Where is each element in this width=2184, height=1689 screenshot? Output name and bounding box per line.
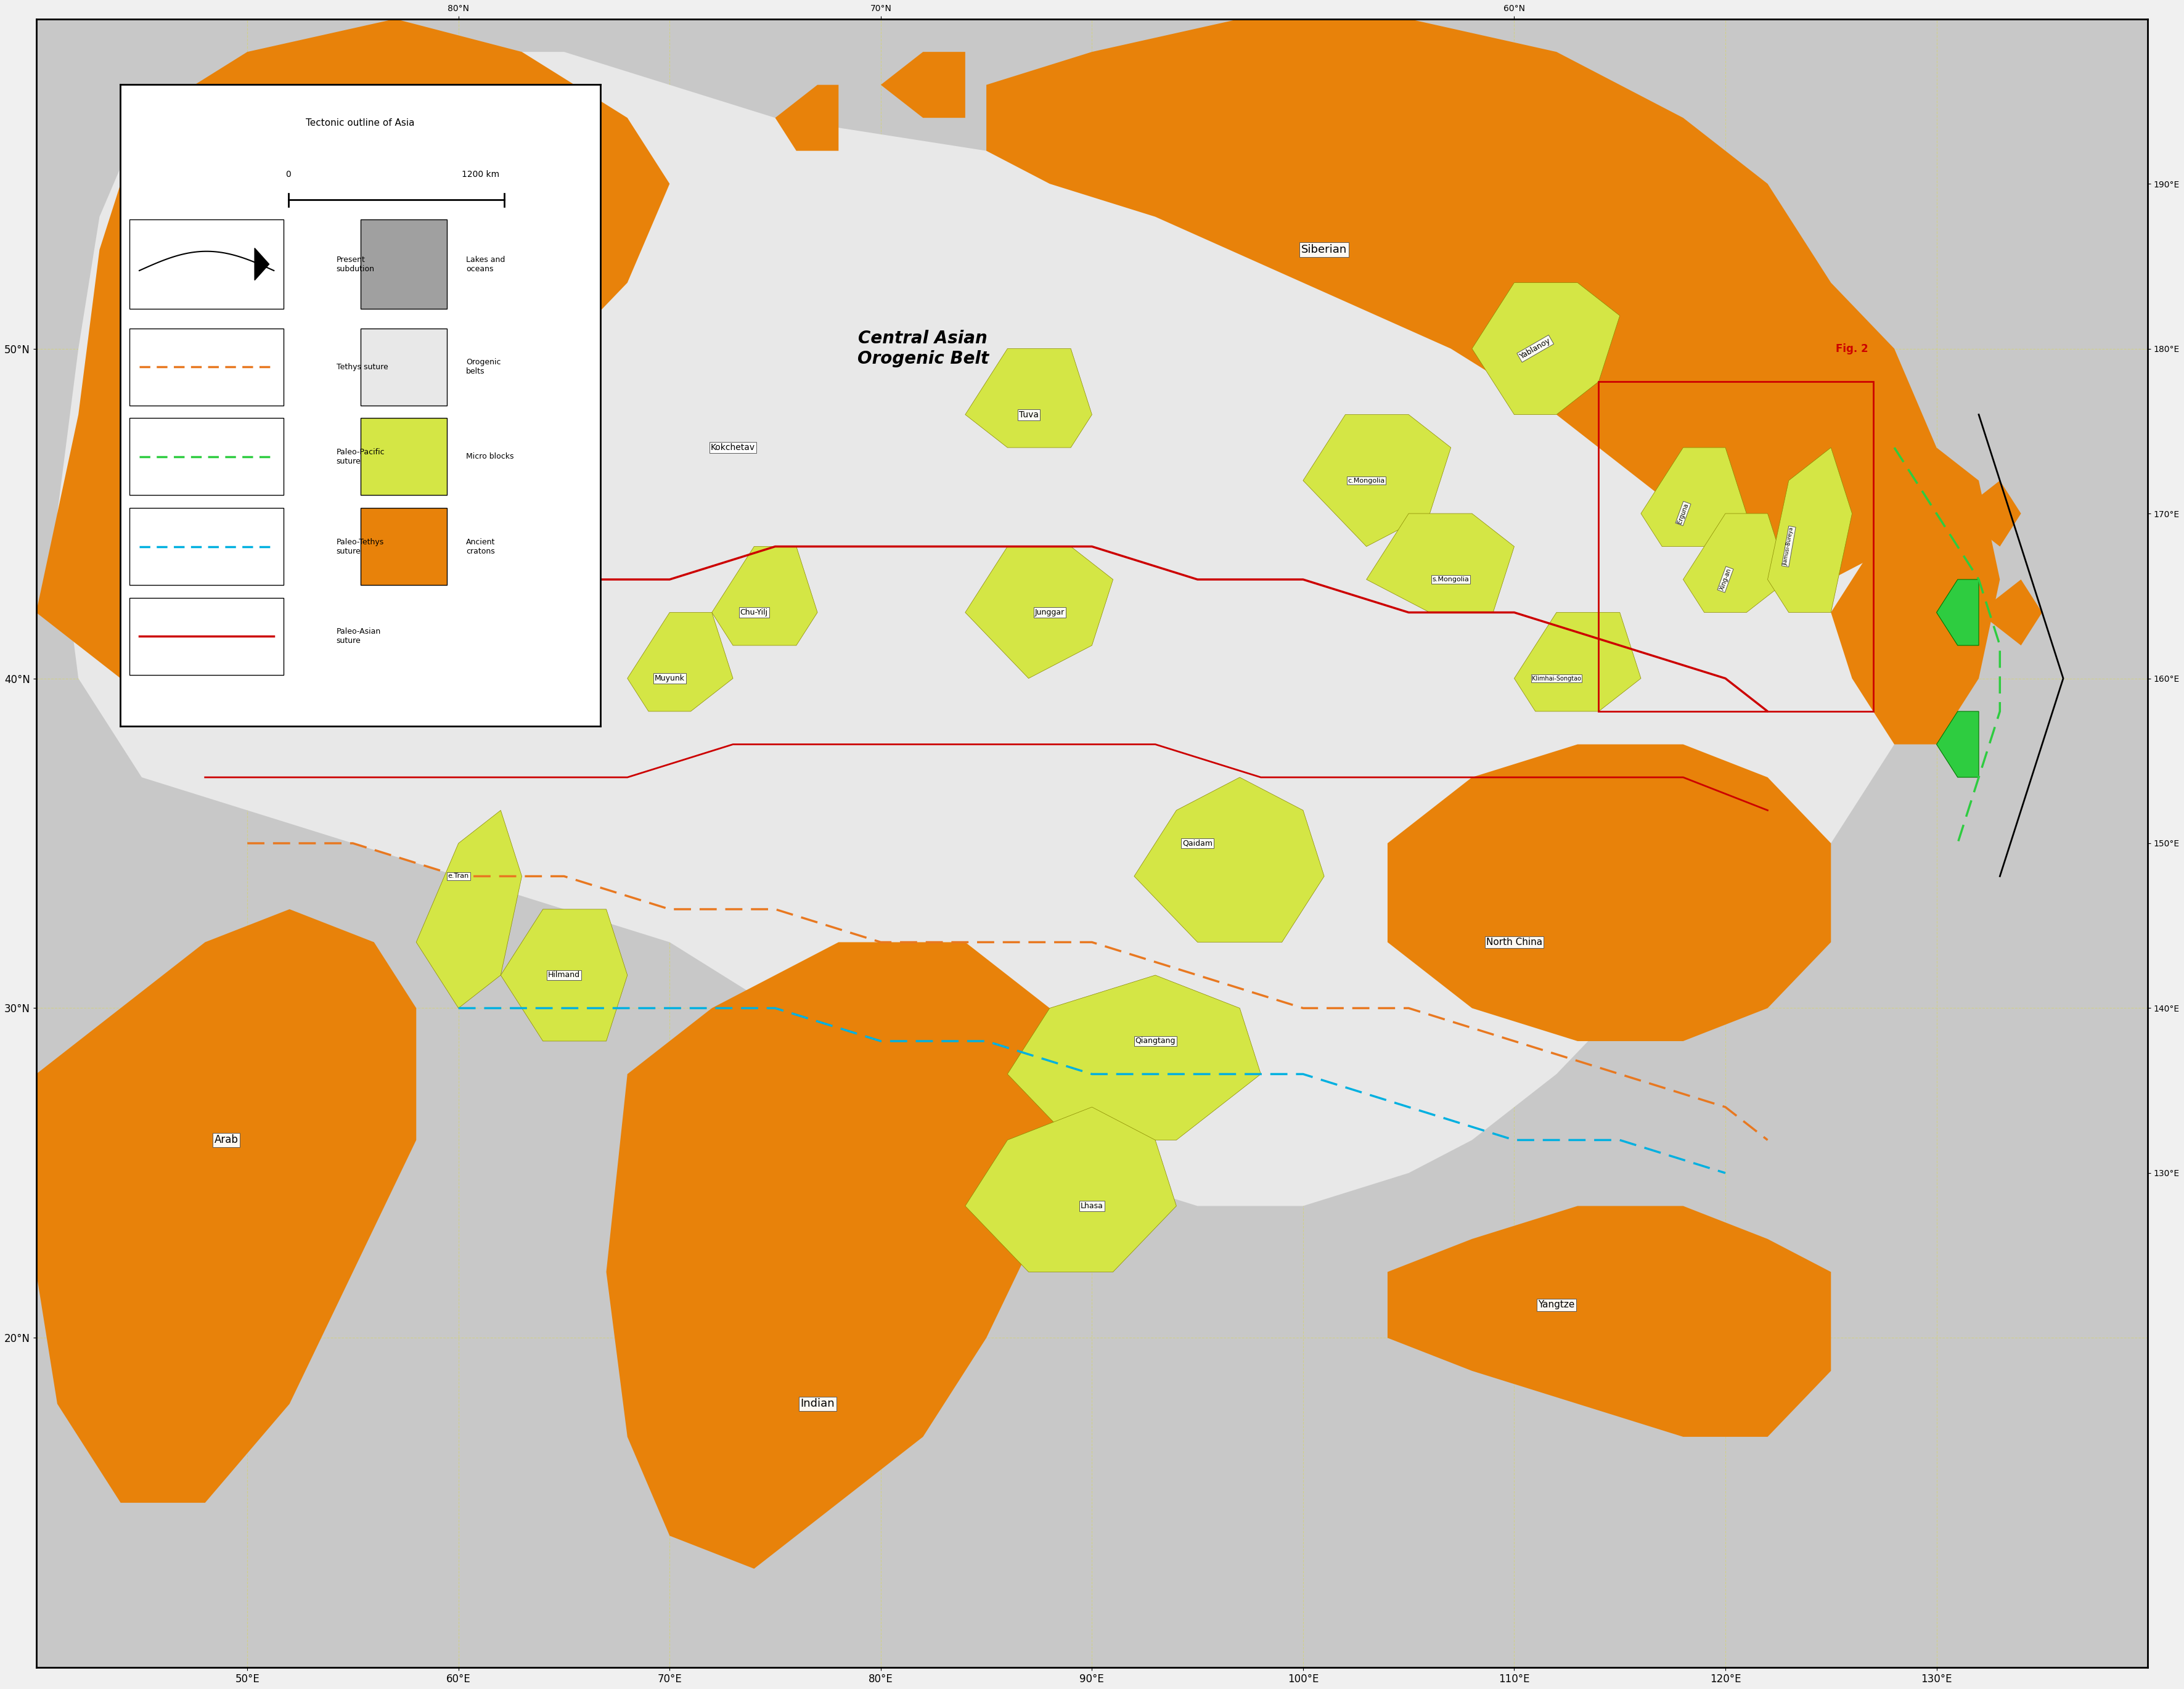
Polygon shape	[1304, 414, 1450, 547]
FancyBboxPatch shape	[360, 508, 448, 584]
Text: Micro blocks: Micro blocks	[465, 453, 513, 461]
Text: 1200 km: 1200 km	[461, 171, 500, 179]
Text: Jiamusi-Bureya: Jiamusi-Bureya	[1782, 527, 1795, 566]
Polygon shape	[1767, 448, 1852, 613]
Text: Paleo-Asian
suture: Paleo-Asian suture	[336, 628, 380, 645]
Text: Junggar: Junggar	[1035, 608, 1064, 616]
Text: Qaidam: Qaidam	[1182, 839, 1212, 848]
Text: Yablanoy: Yablanoy	[1518, 336, 1553, 361]
Text: e.Tran: e.Tran	[448, 873, 470, 880]
Text: Klimhai-Songtao: Klimhai-Songtao	[1531, 676, 1581, 681]
Text: Paleo-Pacific
suture: Paleo-Pacific suture	[336, 448, 384, 466]
Polygon shape	[1133, 777, 1324, 942]
FancyBboxPatch shape	[360, 220, 448, 309]
Text: North China: North China	[1485, 937, 1542, 948]
Polygon shape	[987, 19, 1937, 579]
Polygon shape	[417, 811, 522, 1008]
Text: Tuva: Tuva	[1018, 410, 1037, 419]
Text: European: European	[496, 409, 548, 421]
Text: Hilmand: Hilmand	[548, 971, 581, 980]
Polygon shape	[1367, 513, 1514, 613]
Polygon shape	[1957, 481, 2020, 547]
Text: Present
subdution: Present subdution	[336, 255, 373, 274]
Polygon shape	[1830, 448, 2001, 745]
Polygon shape	[775, 84, 839, 150]
Text: s.Mongolia: s.Mongolia	[1433, 576, 1470, 583]
Polygon shape	[37, 909, 417, 1503]
Polygon shape	[1979, 579, 2042, 645]
FancyBboxPatch shape	[129, 220, 284, 309]
FancyBboxPatch shape	[129, 508, 284, 584]
FancyBboxPatch shape	[360, 419, 448, 495]
Text: 0: 0	[286, 171, 290, 179]
Text: Fig. 2: Fig. 2	[1837, 343, 1867, 355]
Polygon shape	[965, 1106, 1177, 1272]
Text: Chu-Yilj: Chu-Yilj	[740, 608, 769, 616]
Text: Erguna: Erguna	[1677, 502, 1690, 525]
Polygon shape	[712, 547, 817, 645]
Text: Orogenic
belts: Orogenic belts	[465, 358, 500, 375]
FancyBboxPatch shape	[129, 598, 284, 676]
Polygon shape	[37, 19, 670, 679]
Polygon shape	[1387, 1206, 1830, 1437]
Polygon shape	[1514, 613, 1640, 711]
Text: Indian: Indian	[799, 1398, 834, 1409]
FancyBboxPatch shape	[360, 328, 448, 405]
FancyBboxPatch shape	[129, 328, 284, 405]
Polygon shape	[1472, 282, 1621, 414]
Text: Siberian: Siberian	[1302, 245, 1348, 255]
Polygon shape	[1007, 975, 1260, 1140]
Text: Qiangtang: Qiangtang	[1136, 1037, 1175, 1045]
Text: Tethys suture: Tethys suture	[336, 363, 389, 372]
Polygon shape	[607, 942, 1092, 1569]
Polygon shape	[965, 547, 1114, 679]
Text: Kokchetav: Kokchetav	[710, 443, 756, 453]
Polygon shape	[1684, 513, 1789, 613]
Text: Xing-an: Xing-an	[1719, 568, 1732, 591]
Text: Muyunk: Muyunk	[655, 674, 686, 682]
Text: Lhasa: Lhasa	[1081, 1203, 1103, 1209]
Text: Lakes and
oceans: Lakes and oceans	[465, 255, 505, 274]
Polygon shape	[57, 52, 1937, 1206]
Polygon shape	[256, 248, 269, 280]
Polygon shape	[500, 909, 627, 1040]
Text: Arab: Arab	[214, 1135, 238, 1145]
Polygon shape	[1387, 745, 1830, 1040]
Text: Paleo-Tethys
suture: Paleo-Tethys suture	[336, 537, 384, 556]
Text: Tectonic outline of Asia: Tectonic outline of Asia	[306, 118, 415, 128]
Polygon shape	[1937, 711, 1979, 777]
Polygon shape	[1937, 579, 1979, 645]
Text: c.Mongolia: c.Mongolia	[1348, 478, 1385, 483]
Text: Yangtze: Yangtze	[1538, 1301, 1575, 1309]
Text: Ancient
cratons: Ancient cratons	[465, 537, 496, 556]
Text: Central Asian
Orogenic Belt: Central Asian Orogenic Belt	[858, 329, 989, 367]
FancyBboxPatch shape	[129, 419, 284, 495]
Polygon shape	[1640, 448, 1747, 547]
Polygon shape	[965, 348, 1092, 448]
Polygon shape	[880, 52, 965, 118]
Bar	[1599, 382, 1874, 711]
Polygon shape	[627, 613, 734, 711]
